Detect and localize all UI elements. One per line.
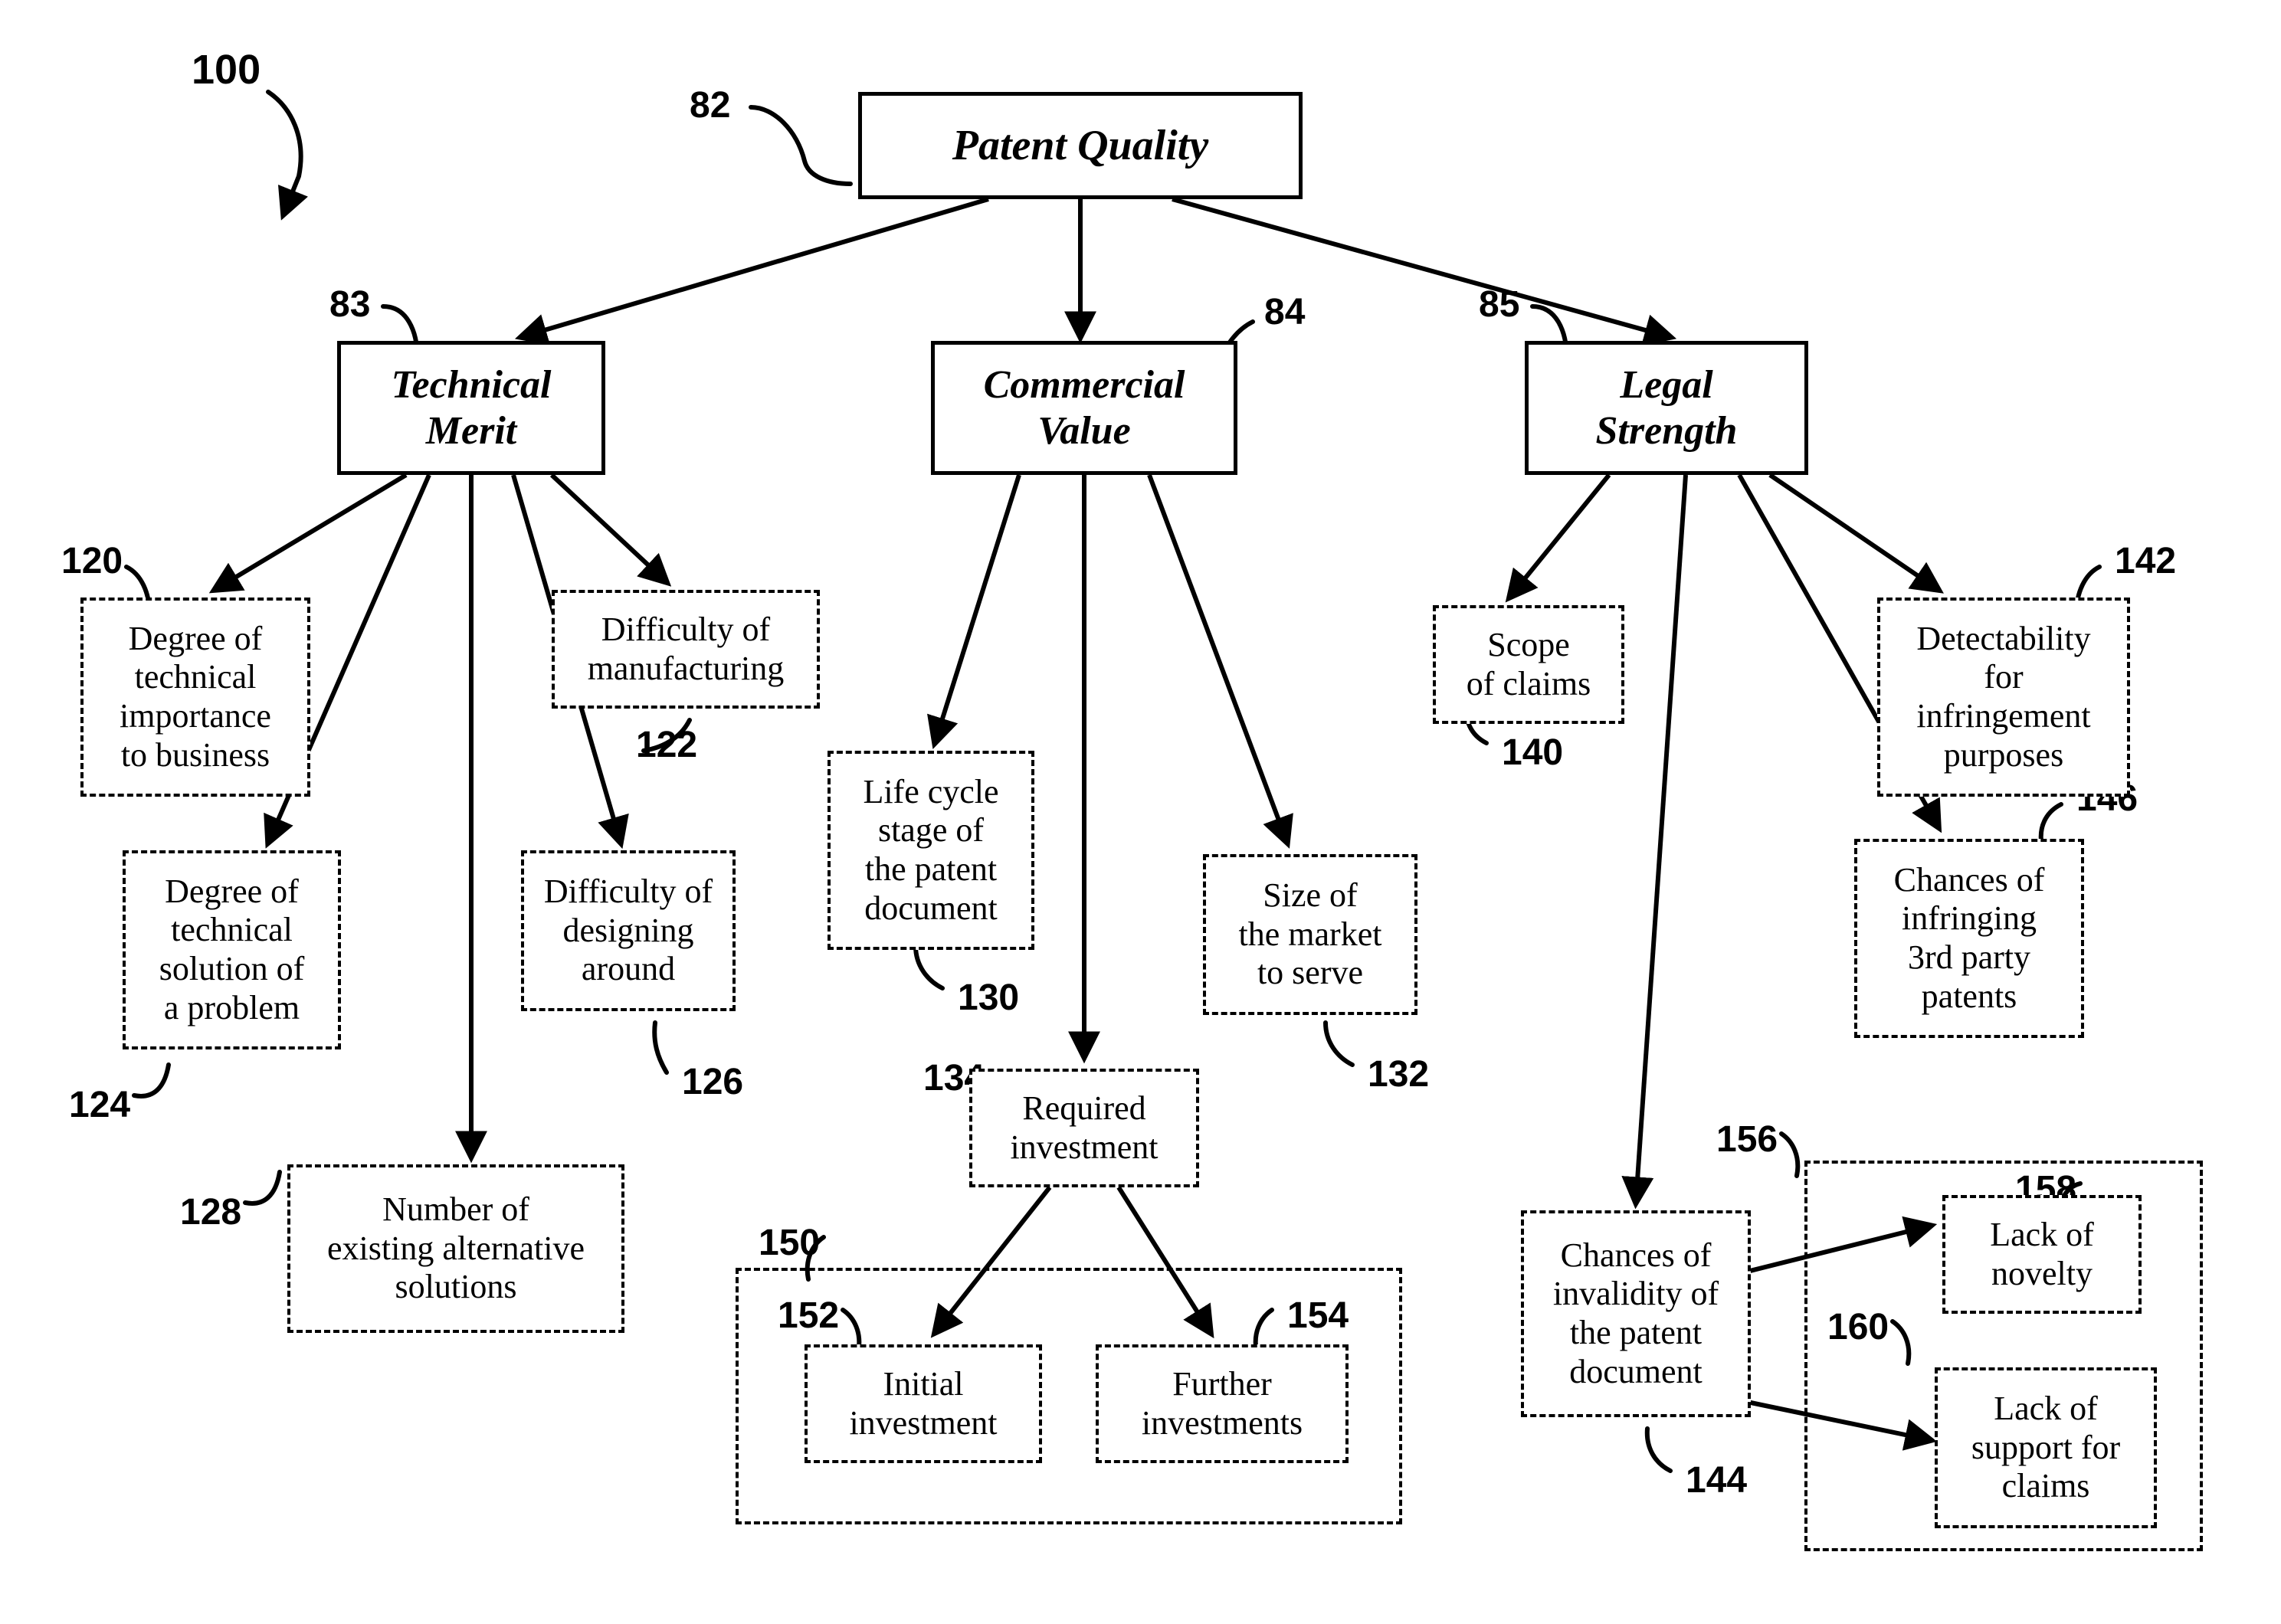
ref-156: 156 [1716,1118,1778,1161]
node-patent-quality: Patent Quality [858,92,1303,199]
node-market-size: Size of the market to serve [1203,854,1417,1015]
ref-144: 144 [1686,1459,1747,1501]
node-lack-support: Lack of support for claims [1935,1367,2157,1528]
ref-84: 84 [1264,291,1305,333]
ref-82: 82 [690,84,730,126]
node-chances-invalidity: Chances of invalidity of the patent docu… [1521,1210,1751,1417]
ref-142: 142 [2115,540,2176,582]
ref-126: 126 [682,1061,743,1103]
node-lifecycle-stage: Life cycle stage of the patent document [828,751,1034,950]
node-infringe-3rd-party: Chances of infringing 3rd party patents [1854,839,2084,1038]
node-commercial-value: Commercial Value [931,341,1237,475]
ref-124: 124 [69,1084,130,1126]
ref-120: 120 [61,540,123,582]
node-detectability: Detectability for infringement purposes [1877,598,2130,797]
ref-128: 128 [180,1191,241,1233]
ref-150: 150 [759,1222,820,1264]
node-tech-solution: Degree of technical solution of a proble… [123,850,341,1049]
node-further-investments: Further investments [1096,1344,1349,1463]
node-difficulty-designing: Difficulty of designing around [521,850,736,1011]
node-scope-claims: Scope of claims [1433,605,1624,724]
node-required-investment: Required investment [969,1069,1199,1187]
ref-140: 140 [1502,732,1563,774]
node-initial-investment: Initial investment [805,1344,1042,1463]
ref-130: 130 [958,977,1019,1019]
ref-83: 83 [329,283,370,326]
ref-122: 122 [636,724,697,766]
node-difficulty-manufacturing: Difficulty of manufacturing [552,590,820,709]
node-technical-merit: Technical Merit [337,341,605,475]
node-lack-novelty: Lack of novelty [1942,1195,2142,1314]
node-tech-importance: Degree of technical importance to busine… [80,598,310,797]
ref-85: 85 [1479,283,1519,326]
ref-100: 100 [192,46,261,93]
node-legal-strength: Legal Strength [1525,341,1808,475]
node-alternative-solutions: Number of existing alternative solutions [287,1164,624,1333]
ref-132: 132 [1368,1053,1429,1095]
